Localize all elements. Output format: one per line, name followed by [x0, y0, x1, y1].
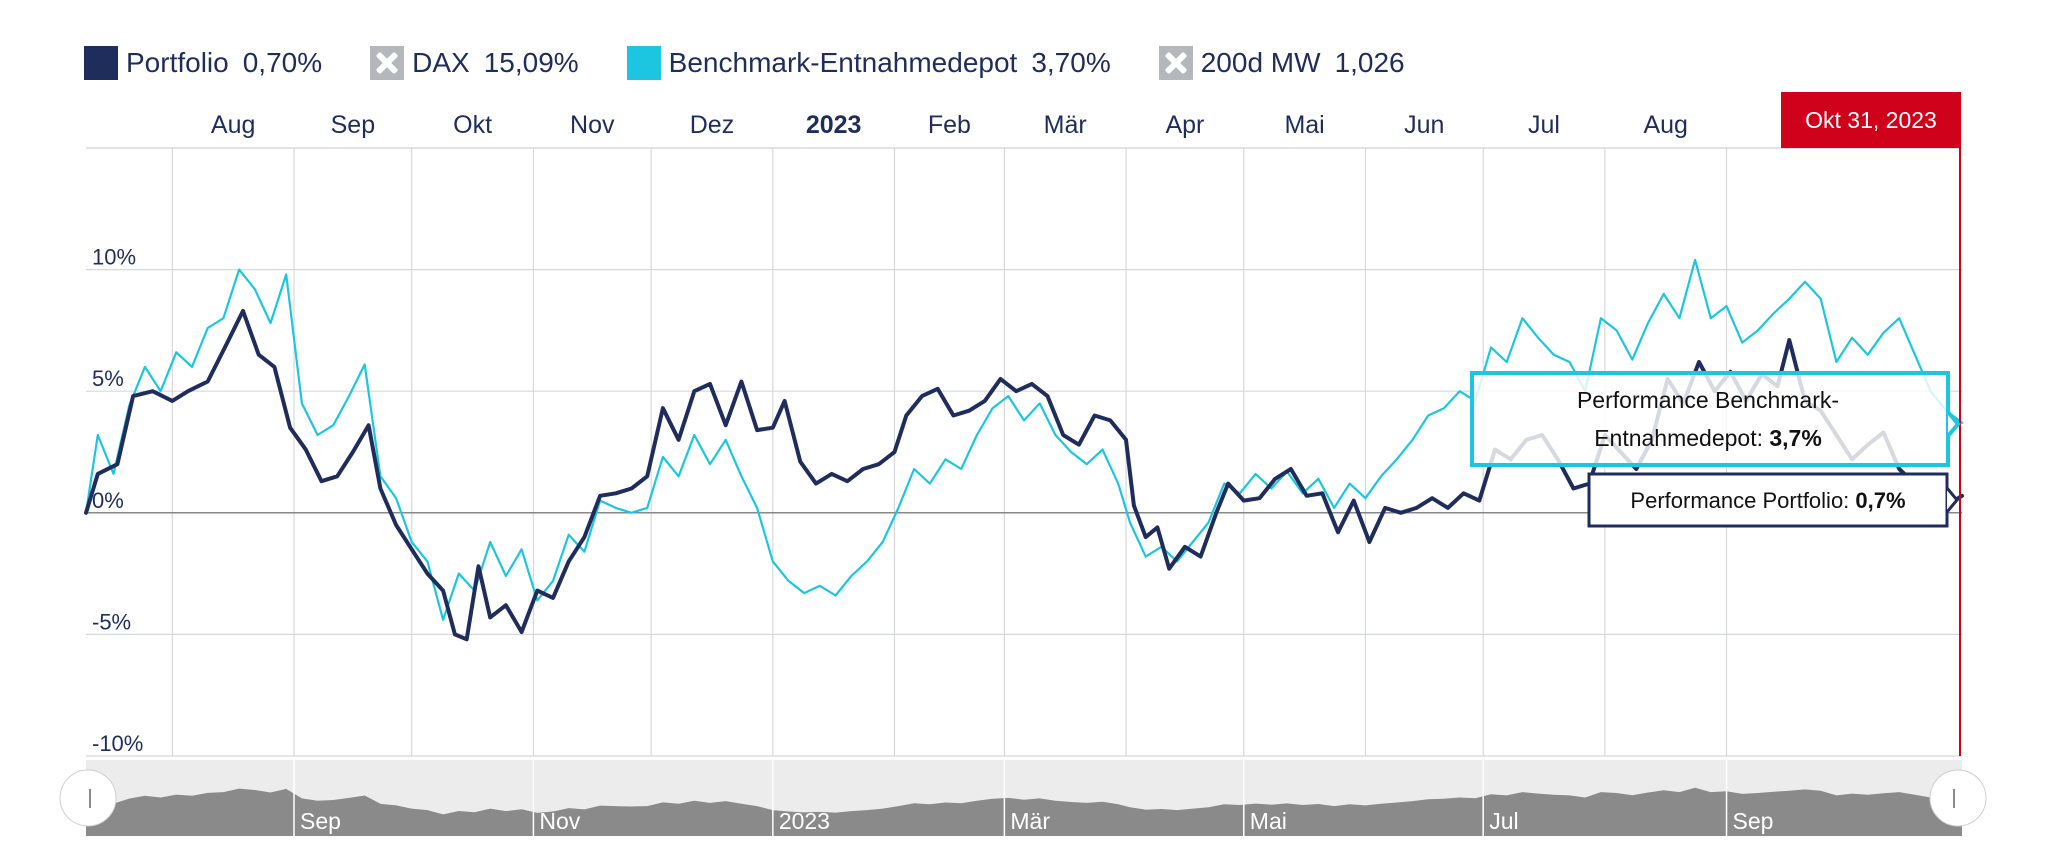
tooltip-benchmark-label-line2: Entnahmedepot: — [1594, 425, 1769, 451]
legend-swatch-portfolio — [84, 46, 118, 80]
legend-label-200d-mw: 200d MW — [1200, 47, 1321, 78]
x-axis-label: Jun — [1404, 111, 1444, 139]
tooltip-benchmark-box — [1470, 371, 1950, 467]
legend-swatch-benchmark — [626, 46, 661, 80]
navigator-label: Mai — [1250, 808, 1287, 834]
legend-value-benchmark: 3,70% — [1031, 47, 1111, 78]
y-axis-label: -10% — [92, 731, 143, 756]
disabled-x-icon — [1158, 46, 1193, 80]
tooltip-portfolio-value: 0,7% — [1855, 488, 1905, 513]
x-axis-label: Mär — [1044, 111, 1087, 139]
crosshair-date-badge — [1781, 92, 1961, 148]
tooltip-benchmark-pointer — [1946, 410, 1961, 438]
legend-item-200d-mw[interactable]: 200d MW 1,026 — [1158, 46, 1405, 80]
y-axis-label: -5% — [92, 609, 131, 634]
legend-item-benchmark[interactable]: Benchmark-Entnahmedepot 3,70% — [626, 46, 1111, 80]
x-axis-label: Dez — [690, 111, 734, 139]
x-axis-label: Nov — [570, 111, 615, 139]
tooltip-portfolio-pointer — [1945, 487, 1959, 513]
tooltip-portfolio-text: Performance Portfolio: 0,7% — [1630, 488, 1905, 513]
series-line-benchmark — [84, 258, 1964, 621]
x-axis-label: 2023 — [806, 111, 862, 139]
tooltip-portfolio-box — [1587, 472, 1949, 528]
navigator-label: Sep — [300, 808, 341, 834]
x-axis: Aug Sep Okt Nov Dez 2023 Feb Mär Apr Mai Jun Jul Aug… — [211, 111, 1870, 139]
y-axis-label: 0% — [92, 488, 124, 513]
x-axis-label: Okt — [453, 111, 492, 139]
y-axis: 10% 5% 0% -5% -10% — [92, 245, 143, 756]
legend-item-dax[interactable]: DAX 15,09% — [370, 46, 579, 80]
x-axis-label: Feb — [928, 111, 971, 139]
x-axis-label: Aug — [1643, 111, 1687, 139]
x-axis-label: Mai — [1284, 111, 1324, 139]
navigator-label: Jul — [1489, 808, 1518, 834]
tooltip-benchmark-value: 3,7% — [1769, 425, 1821, 451]
x-axis-label: Aug — [211, 111, 255, 139]
legend-value-dax: 15,09% — [483, 47, 579, 78]
disabled-x-icon — [370, 46, 405, 80]
tooltip-portfolio-label: Performance Portfolio: — [1630, 488, 1855, 513]
navigator-area — [86, 787, 1962, 836]
legend-label-benchmark: Benchmark-Entnahmedepot — [668, 47, 1018, 78]
x-axis-label: Apr — [1165, 111, 1204, 139]
y-axis-label: 10% — [92, 245, 136, 270]
legend-item-portfolio[interactable]: Portfolio 0,70% — [84, 46, 322, 80]
legend-value-200d-mw: 1,026 — [1334, 47, 1405, 78]
legend-label-portfolio: Portfolio — [126, 47, 229, 78]
x-axis-label: Sep — [331, 111, 375, 139]
navigator-label: Sep — [1733, 808, 1774, 834]
tooltip-benchmark-line2: Entnahmedepot: 3,7% — [1594, 425, 1822, 451]
navigator-label: Mär — [1010, 808, 1050, 834]
crosshair-date-label: Okt 31, 2023 — [1805, 107, 1937, 133]
navigator-label: 2023 — [779, 808, 830, 834]
legend-label-dax: DAX — [412, 47, 470, 78]
tooltip-overlay: Okt 31, 2023 Performance Benchmark- Entnah… — [1470, 92, 1961, 756]
y-axis-label: 5% — [92, 366, 124, 391]
navigator[interactable]: Sep Nov 2023 Mär Mai Jul Sep — [59, 760, 1987, 836]
navigator-label: Nov — [539, 808, 580, 834]
navigator-left-handle[interactable] — [59, 769, 117, 827]
navigator-right-handle[interactable] — [1929, 769, 1987, 827]
x-axis-label: Jul — [1528, 111, 1560, 139]
legend-value-portfolio: 0,70% — [242, 47, 323, 78]
tooltip-benchmark-label-line1: Performance Benchmark- — [1577, 387, 1839, 413]
chart-legend: Portfolio 0,70% DAX 15,09% Benchmark-Ent… — [84, 40, 1405, 86]
